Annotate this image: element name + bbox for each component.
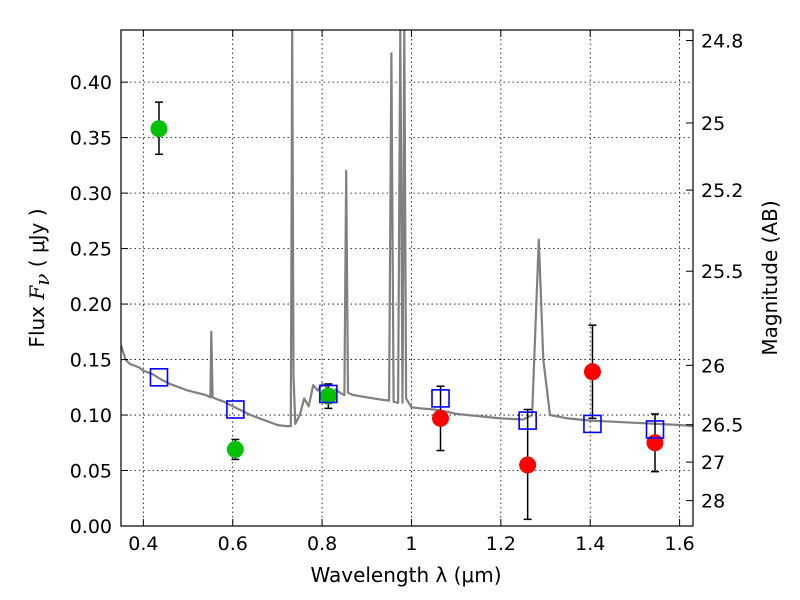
y-tick-label: 0.10 <box>70 405 112 427</box>
grid <box>121 30 693 527</box>
y-tick-label: 0.15 <box>70 350 112 372</box>
y-axis-label: Flux Fν ( μJy ) <box>25 208 54 347</box>
x-tick-label: 0.4 <box>128 533 158 555</box>
model-point <box>149 368 169 387</box>
x-tick-label: 1.2 <box>486 533 516 555</box>
plot-frame <box>120 29 694 527</box>
spectrum-line <box>121 30 693 428</box>
y2-tick-label: 26 <box>701 355 725 377</box>
data-point <box>646 434 664 452</box>
y-tick-label: 0.40 <box>70 72 112 94</box>
y-tick-label: 0.00 <box>70 516 112 538</box>
x-tick-label: 0.6 <box>218 533 248 555</box>
y2-tick-label: 28 <box>701 491 725 513</box>
model-point <box>645 420 665 439</box>
y-tick-label: 0.05 <box>70 461 112 483</box>
y2-tick-label: 25 <box>701 113 725 135</box>
x-tick-label: 0.8 <box>307 533 337 555</box>
y-tick-label: 0.25 <box>70 239 112 261</box>
y-tick-label: 0.30 <box>70 183 112 205</box>
data-point <box>432 409 450 427</box>
data-point <box>583 363 601 381</box>
model-point <box>226 400 245 419</box>
data-point <box>226 440 244 458</box>
y2-axis-label: Magnitude (AB) <box>758 200 782 355</box>
model-spectrum <box>121 30 693 428</box>
y2-tick-label: 25.5 <box>701 261 743 283</box>
y2-tick-label: 24.8 <box>701 31 743 53</box>
y2-tick-label: 27 <box>701 452 725 474</box>
x-tick-label: 1 <box>405 533 417 555</box>
y-tick-label: 0.35 <box>70 128 112 150</box>
data-point <box>519 456 537 474</box>
y2-tick-label: 25.2 <box>701 180 743 202</box>
y2-tick-label: 26.5 <box>701 415 743 437</box>
photometry-points <box>149 101 665 521</box>
model-point <box>319 384 338 404</box>
x-axis-label: Wavelength λ (μm) <box>310 563 501 587</box>
model-point <box>518 411 537 430</box>
data-point <box>150 120 168 138</box>
x-tick-label: 1.6 <box>664 533 694 555</box>
axis-ticks: 0.4 0.6 0.8 1 1.2 1.4 1.6 0.00 0.05 0.10 0.15 0.20 0… <box>70 30 743 555</box>
y-tick-label: 0.20 <box>70 294 112 316</box>
model-point <box>583 414 602 434</box>
model-point <box>431 389 450 408</box>
x-tick-label: 1.4 <box>575 533 605 555</box>
